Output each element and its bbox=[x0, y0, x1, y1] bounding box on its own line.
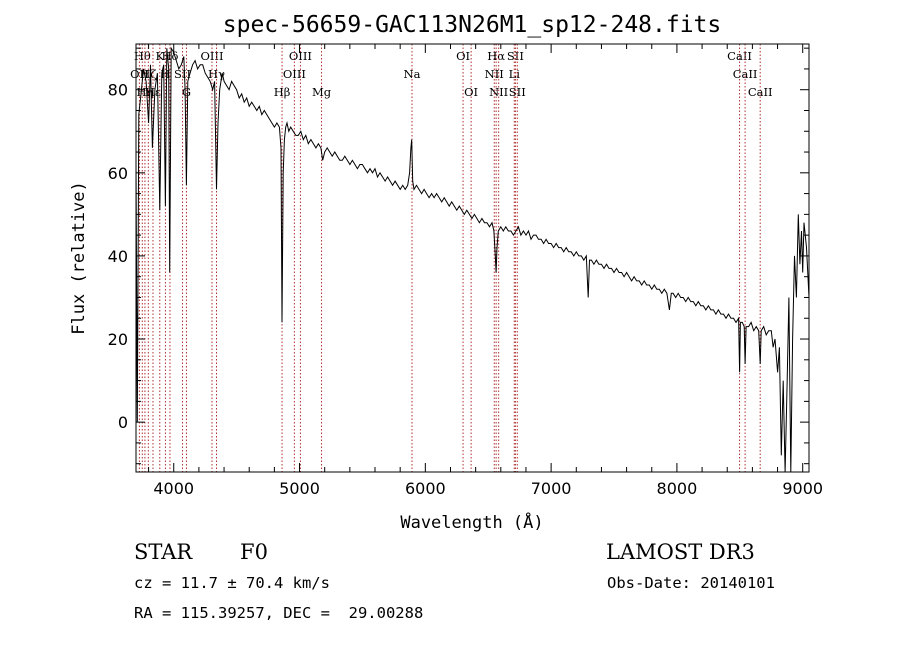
line-label: Hα bbox=[487, 49, 505, 63]
line-label: G bbox=[182, 85, 191, 99]
y-tick-label: 60 bbox=[108, 164, 128, 183]
line-label: K bbox=[155, 49, 164, 63]
x-tick-label: 9000 bbox=[782, 479, 823, 498]
observation-date: Obs-Date: 20140101 bbox=[607, 574, 775, 592]
line-label: NII bbox=[489, 85, 508, 99]
y-tick-label: 40 bbox=[108, 247, 128, 266]
x-tick-label: 8000 bbox=[657, 479, 698, 498]
line-label: CaII bbox=[748, 85, 773, 99]
x-tick-label: 5000 bbox=[279, 479, 320, 498]
x-tick-label: 7000 bbox=[531, 479, 572, 498]
x-axis-label: Wavelength (Å) bbox=[400, 511, 543, 533]
spectrum-line bbox=[135, 46, 810, 473]
ra-dec-coordinates: RA = 115.39257, DEC = 29.00288 bbox=[134, 604, 424, 622]
x-tick-label: 4000 bbox=[153, 479, 194, 498]
line-label: OIII bbox=[200, 49, 223, 63]
emission-line-markers: OIIHθHηHζHεKHHδGSIIOIIIHγHβOIIIOIIIMgNaO… bbox=[130, 44, 773, 472]
y-tick-label: 20 bbox=[108, 330, 128, 349]
line-label: Hβ bbox=[274, 85, 291, 99]
line-label: CaII bbox=[733, 67, 758, 81]
line-label: Li bbox=[509, 67, 521, 81]
y-tick-label: 80 bbox=[108, 81, 128, 100]
line-label: OI bbox=[464, 85, 478, 99]
line-label: SII bbox=[174, 67, 191, 81]
line-label: Na bbox=[404, 67, 421, 81]
line-label: NII bbox=[485, 67, 504, 81]
x-tick-label: 6000 bbox=[405, 479, 446, 498]
y-tick-label: 0 bbox=[118, 413, 128, 432]
line-label: SII bbox=[509, 85, 526, 99]
object-subclass: F0 bbox=[240, 540, 268, 564]
line-label: H bbox=[160, 67, 170, 81]
line-label: Hε bbox=[145, 85, 161, 99]
redshift-cz: cz = 11.7 ± 70.4 km/s bbox=[134, 574, 330, 592]
y-axis-label: Flux (relative) bbox=[69, 181, 89, 335]
survey-name: LAMOST DR3 bbox=[606, 540, 755, 564]
plot-frame bbox=[135, 43, 810, 473]
axis-ticks: 4000 5000 6000 7000 8000 9000 0 20 40 60 80 bbox=[108, 44, 823, 498]
chart-title: spec-56659-GAC113N26M1_sp12-248.fits bbox=[223, 12, 722, 38]
spectrum-series bbox=[135, 46, 810, 473]
line-label: Hγ bbox=[208, 67, 225, 81]
line-label: Mg bbox=[312, 85, 332, 99]
line-label: OIII bbox=[289, 49, 312, 63]
line-label: SII bbox=[507, 49, 524, 63]
line-label: OI bbox=[456, 49, 470, 63]
line-label: Hθ bbox=[134, 49, 151, 63]
line-label: CaII bbox=[727, 49, 752, 63]
object-class: STAR bbox=[134, 540, 193, 564]
line-label: OIII bbox=[283, 67, 306, 81]
